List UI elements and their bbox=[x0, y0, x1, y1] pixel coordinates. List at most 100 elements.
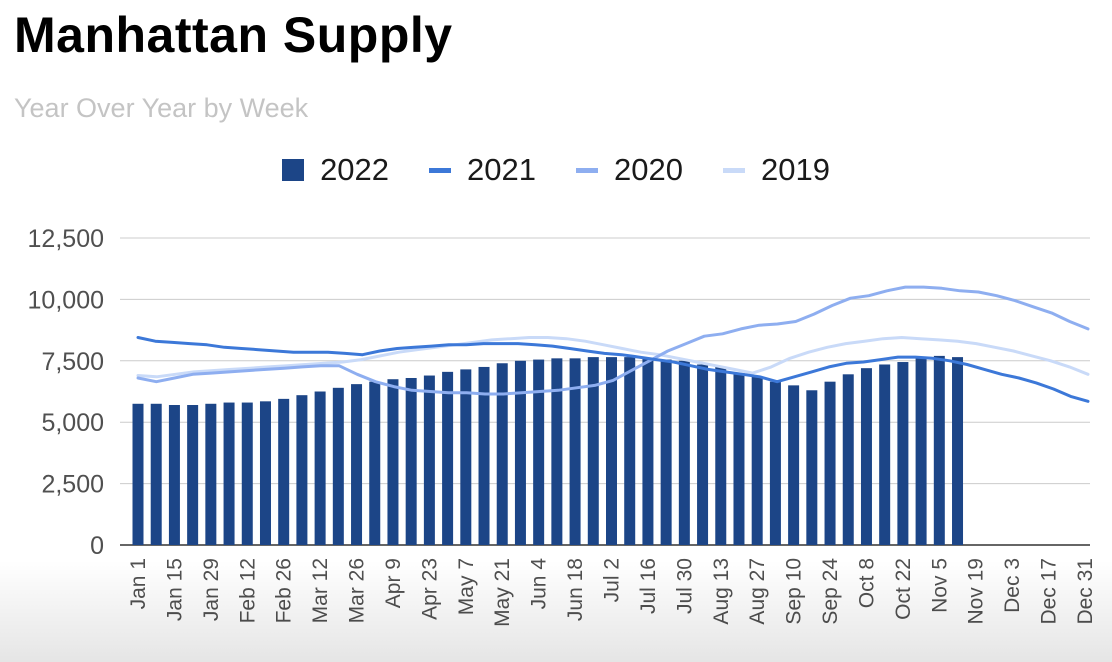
bar-2022[interactable] bbox=[660, 359, 672, 545]
bar-2022[interactable] bbox=[351, 384, 363, 545]
x-tick-label: Apr 9 bbox=[382, 558, 405, 608]
legend-swatch-2021 bbox=[429, 167, 452, 173]
chart-legend: 2022 2021 2020 2019 bbox=[0, 152, 1112, 188]
x-tick-label: Jul 16 bbox=[637, 558, 660, 614]
x-tick-label: May 7 bbox=[455, 558, 478, 615]
bar-2022[interactable] bbox=[314, 391, 326, 546]
x-tick-label: Sep 10 bbox=[783, 558, 806, 625]
bar-2022[interactable] bbox=[933, 355, 945, 545]
bar-2022[interactable] bbox=[788, 385, 800, 545]
bar-2022[interactable] bbox=[751, 376, 763, 545]
legend-label-2019: 2019 bbox=[760, 152, 830, 187]
line-2019[interactable] bbox=[136, 336, 1090, 379]
bar-2022[interactable] bbox=[259, 401, 271, 545]
bar-2022[interactable] bbox=[132, 403, 144, 545]
x-tick-label: Jan 1 bbox=[127, 558, 150, 609]
bar-2022[interactable] bbox=[405, 377, 417, 545]
legend-swatch-2020 bbox=[576, 167, 598, 173]
legend-item-2020[interactable]: 2020 bbox=[576, 152, 683, 188]
series-lines bbox=[136, 285, 1090, 403]
x-tick-label: May 21 bbox=[491, 558, 514, 627]
x-tick-label: Aug 27 bbox=[746, 558, 769, 625]
bar-2022[interactable] bbox=[514, 360, 526, 545]
bar-2022[interactable] bbox=[715, 366, 727, 545]
x-tick-label: Jul 30 bbox=[673, 558, 696, 614]
bar-2022[interactable] bbox=[278, 398, 290, 545]
bar-2022[interactable] bbox=[897, 362, 909, 545]
x-tick-label: Nov 5 bbox=[928, 558, 951, 613]
bar-2022[interactable] bbox=[478, 366, 490, 545]
y-tick-label: 10,000 bbox=[28, 286, 104, 314]
bar-2022[interactable] bbox=[915, 358, 927, 545]
bar-2022[interactable] bbox=[241, 402, 253, 545]
x-tick-label: Mar 26 bbox=[346, 558, 369, 623]
y-tick-label: 12,500 bbox=[28, 225, 104, 253]
bar-2022[interactable] bbox=[952, 357, 964, 545]
legend-label-2020: 2020 bbox=[614, 152, 683, 187]
x-tick-label: Aug 13 bbox=[710, 558, 733, 625]
bar-2022[interactable] bbox=[423, 375, 435, 545]
bar-2022[interactable] bbox=[496, 363, 508, 545]
bar-2022[interactable] bbox=[296, 395, 308, 545]
legend-item-2021[interactable]: 2021 bbox=[429, 152, 536, 188]
y-tick-label: 2,500 bbox=[41, 471, 104, 499]
bar-2022[interactable] bbox=[205, 403, 217, 545]
x-tick-label: Dec 3 bbox=[1001, 558, 1024, 613]
x-tick-label: Jan 15 bbox=[163, 558, 186, 621]
x-tick-label: Feb 26 bbox=[273, 558, 296, 623]
legend-item-2022[interactable]: 2022 bbox=[282, 152, 389, 188]
x-tick-label: Jun 4 bbox=[528, 558, 551, 610]
chart-subtitle: Year Over Year by Week bbox=[14, 93, 309, 123]
bar-2022[interactable] bbox=[168, 405, 180, 545]
bar-2022[interactable] bbox=[769, 381, 781, 545]
x-tick-label: Feb 12 bbox=[236, 558, 259, 623]
legend-swatch-2019 bbox=[722, 167, 745, 173]
bar-2022[interactable] bbox=[678, 360, 690, 545]
bar-2022[interactable] bbox=[842, 374, 854, 545]
line-2021[interactable] bbox=[136, 336, 1090, 403]
bar-2022[interactable] bbox=[569, 358, 581, 545]
bar-2022[interactable] bbox=[551, 358, 563, 545]
bar-2022[interactable] bbox=[860, 368, 872, 545]
x-tick-label: Dec 17 bbox=[1038, 558, 1061, 625]
y-tick-label: 0 bbox=[90, 532, 104, 560]
bar-2022[interactable] bbox=[223, 402, 235, 545]
bar-2022[interactable] bbox=[332, 387, 344, 545]
line-2020[interactable] bbox=[136, 285, 1090, 396]
x-tick-label: Oct 22 bbox=[892, 558, 915, 620]
x-tick-label: Nov 19 bbox=[965, 558, 988, 625]
x-tick-label: Apr 23 bbox=[418, 558, 441, 620]
x-tick-label: Jun 18 bbox=[564, 558, 587, 621]
bar-2022[interactable] bbox=[824, 381, 836, 545]
chart-title: Manhattan Supply bbox=[14, 7, 453, 63]
x-tick-label: Sep 24 bbox=[819, 558, 842, 625]
legend-swatch-2022 bbox=[282, 159, 305, 181]
bar-2022[interactable] bbox=[806, 390, 818, 545]
bar-2022[interactable] bbox=[442, 371, 454, 545]
bar-2022[interactable] bbox=[369, 381, 381, 545]
y-tick-label: 7,500 bbox=[41, 348, 104, 376]
bar-2022[interactable] bbox=[187, 405, 199, 545]
bar-2022[interactable] bbox=[733, 373, 745, 545]
bar-2022[interactable] bbox=[624, 357, 636, 545]
bar-2022[interactable] bbox=[460, 369, 472, 545]
x-tick-label: Oct 8 bbox=[855, 558, 878, 608]
legend-item-2019[interactable]: 2019 bbox=[722, 152, 830, 188]
bar-2022[interactable] bbox=[606, 357, 617, 545]
legend-label-2021: 2021 bbox=[467, 152, 536, 187]
bar-2022[interactable] bbox=[697, 364, 709, 545]
bar-2022[interactable] bbox=[587, 357, 599, 545]
bar-2022[interactable] bbox=[387, 379, 399, 545]
x-tick-label: Mar 12 bbox=[309, 558, 332, 623]
bars-2022 bbox=[132, 355, 964, 546]
bar-2022[interactable] bbox=[150, 403, 162, 545]
x-tick-label: Jan 29 bbox=[200, 558, 223, 621]
x-tick-label: Dec 31 bbox=[1074, 558, 1097, 625]
y-axis-ticks: 0 2,500 5,000 7,500 10,000 12,500 bbox=[28, 225, 104, 560]
bar-2022[interactable] bbox=[642, 358, 654, 545]
bar-2022[interactable] bbox=[879, 364, 891, 545]
bar-2022[interactable] bbox=[533, 359, 545, 545]
x-axis-ticks: Jan 1 Jan 15 Jan 29 Feb 12 Feb 26 Mar 12 Mar 2… bbox=[127, 558, 1097, 627]
y-tick-label: 5,000 bbox=[41, 409, 104, 437]
